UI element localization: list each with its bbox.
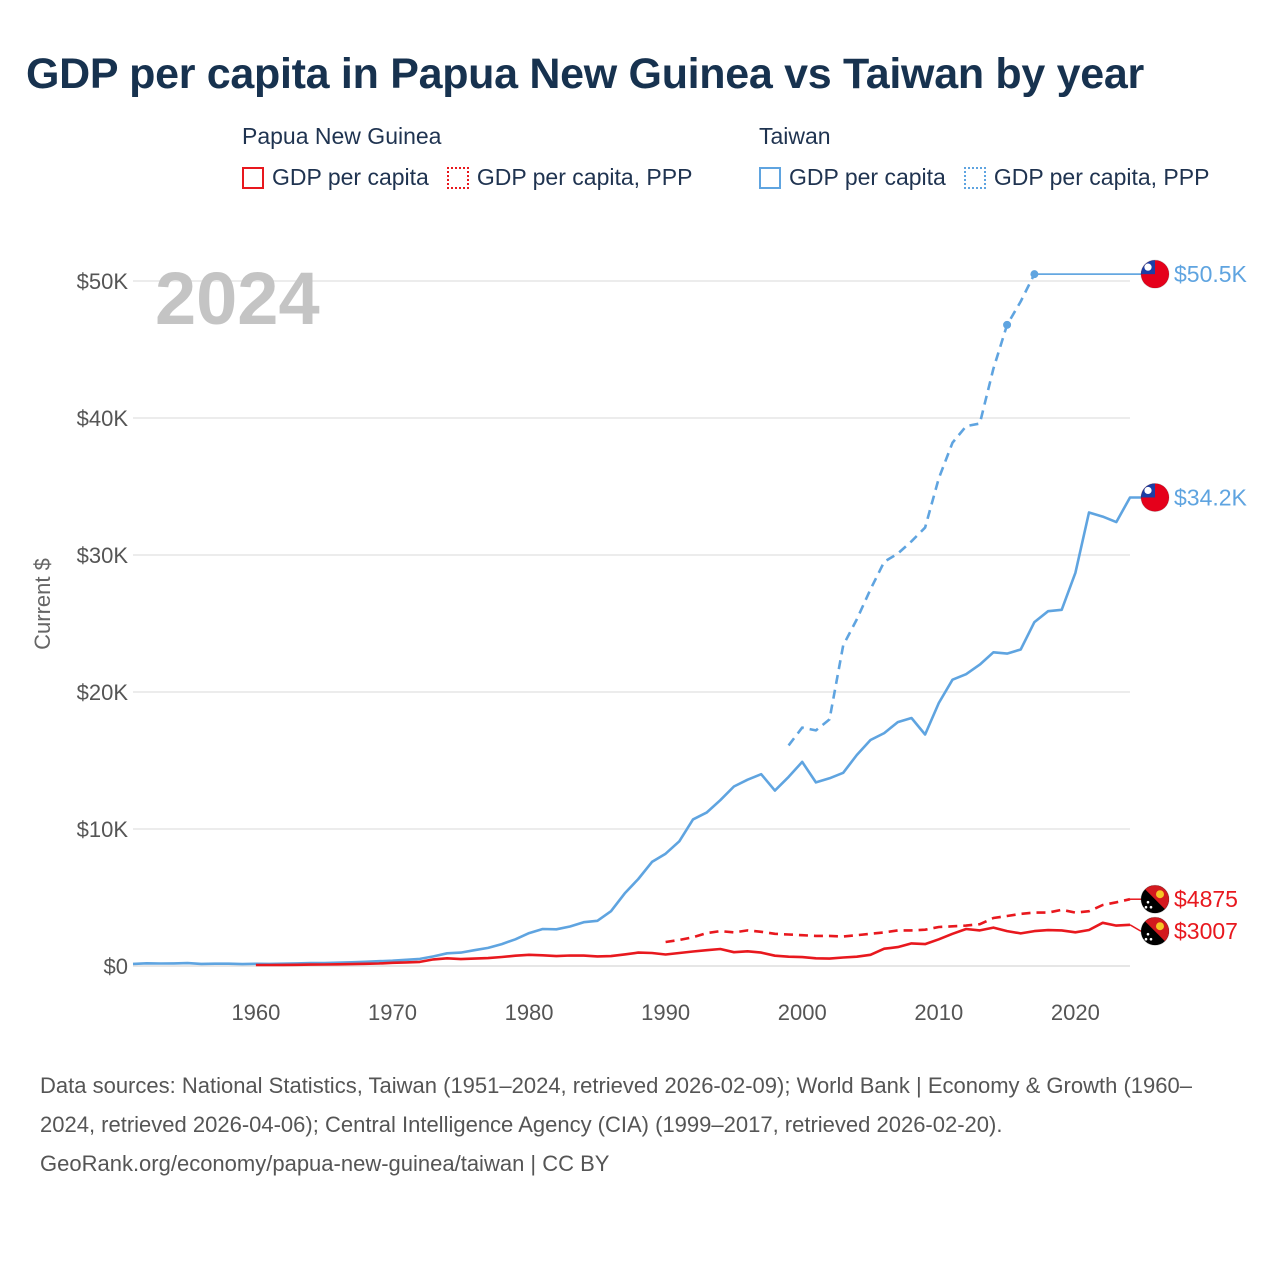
x-tick-label: 2010 — [914, 1000, 963, 1025]
series-line-0[interactable] — [132, 496, 1144, 966]
legend-swatch-dotted — [963, 166, 986, 189]
y-axis-label: Current $ — [30, 558, 55, 650]
chart-title: GDP per capita in Papua New Guinea vs Ta… — [26, 50, 1144, 98]
legend-item-png-gdp-ppp[interactable]: GDP per capita, PPP — [446, 164, 693, 191]
x-tick-label: 1980 — [505, 1000, 554, 1025]
legend-item-taiwan-gdp[interactable]: GDP per capita — [759, 164, 946, 191]
series-line-2[interactable] — [255, 921, 1131, 967]
papua-new-guinea-flag-icon — [1130, 884, 1170, 914]
series-line-3[interactable] — [665, 897, 1131, 944]
y-tick-label: $30K — [77, 543, 129, 568]
y-tick-label: $40K — [77, 406, 129, 431]
series-end-label: $34.2K — [1174, 484, 1248, 510]
legend-label: GDP per capita — [789, 164, 946, 190]
legend-swatch-solid — [242, 166, 264, 189]
y-tick-label: $50K — [77, 269, 129, 294]
x-tick-label: 1960 — [231, 1000, 280, 1025]
legend-label: GDP per capita, PPP — [476, 164, 693, 190]
legend-label: GDP per capita — [272, 164, 429, 190]
end-connector — [1129, 924, 1142, 932]
legend-swatch-dotted — [446, 166, 469, 189]
legend-item-png-gdp[interactable]: GDP per capita — [242, 164, 429, 191]
taiwan-flag-icon — [1140, 482, 1170, 512]
series-line-1[interactable] — [787, 273, 1036, 747]
y-tick-label: $20K — [77, 680, 129, 705]
year-watermark: 2024 — [155, 257, 320, 340]
series-end-label: $3007 — [1174, 918, 1238, 944]
legend-group-papua-new-guinea: Papua New Guinea GDP per capita GDP per … — [242, 123, 710, 191]
legend-group-name: Papua New Guinea — [242, 123, 442, 149]
legend-item-taiwan-gdp-ppp[interactable]: GDP per capita, PPP — [963, 164, 1210, 191]
footer: Data sources: National Statistics, Taiwa… — [40, 1066, 1240, 1183]
legend-label: GDP per capita, PPP — [993, 164, 1210, 190]
x-tick-label: 2020 — [1051, 1000, 1100, 1025]
series-end-label: $50.5K — [1174, 261, 1248, 287]
y-tick-label: $10K — [77, 817, 129, 842]
y-tick-label: $0 — [104, 954, 128, 979]
legend-group-taiwan: Taiwan GDP per capita GDP per capita, PP… — [759, 123, 1227, 191]
x-tick-label: 2000 — [778, 1000, 827, 1025]
x-tick-label: 1970 — [368, 1000, 417, 1025]
credit-link[interactable]: GeoRank.org/economy/papua-new-guinea/tai… — [40, 1151, 610, 1176]
legend-group-name: Taiwan — [759, 123, 831, 149]
papua-new-guinea-flag-icon — [1129, 916, 1170, 946]
data-sources: Data sources: National Statistics, Taiwa… — [40, 1073, 1192, 1137]
chart-plot-area: $0 $10K $20K $30K $40K $50K 1960 1970 1980 1990 20… — [30, 257, 1248, 1025]
x-tick-label: 1990 — [641, 1000, 690, 1025]
taiwan-flag-icon — [1034, 259, 1170, 289]
series-end-label: $4875 — [1174, 886, 1238, 912]
data-point-marker[interactable] — [1003, 320, 1012, 329]
legend-swatch-solid — [759, 166, 781, 189]
